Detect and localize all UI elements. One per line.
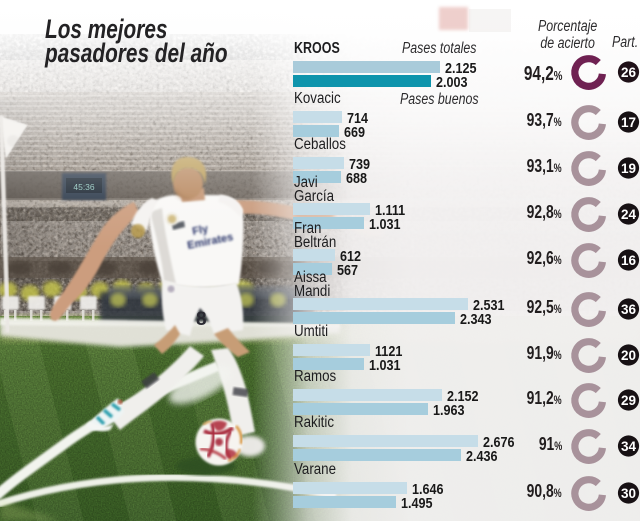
svg-text:45:36: 45:36	[73, 182, 95, 192]
svg-text:8: 8	[196, 309, 207, 330]
